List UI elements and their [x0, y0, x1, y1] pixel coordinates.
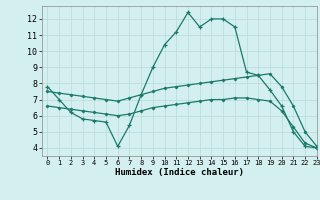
X-axis label: Humidex (Indice chaleur): Humidex (Indice chaleur) — [115, 168, 244, 177]
